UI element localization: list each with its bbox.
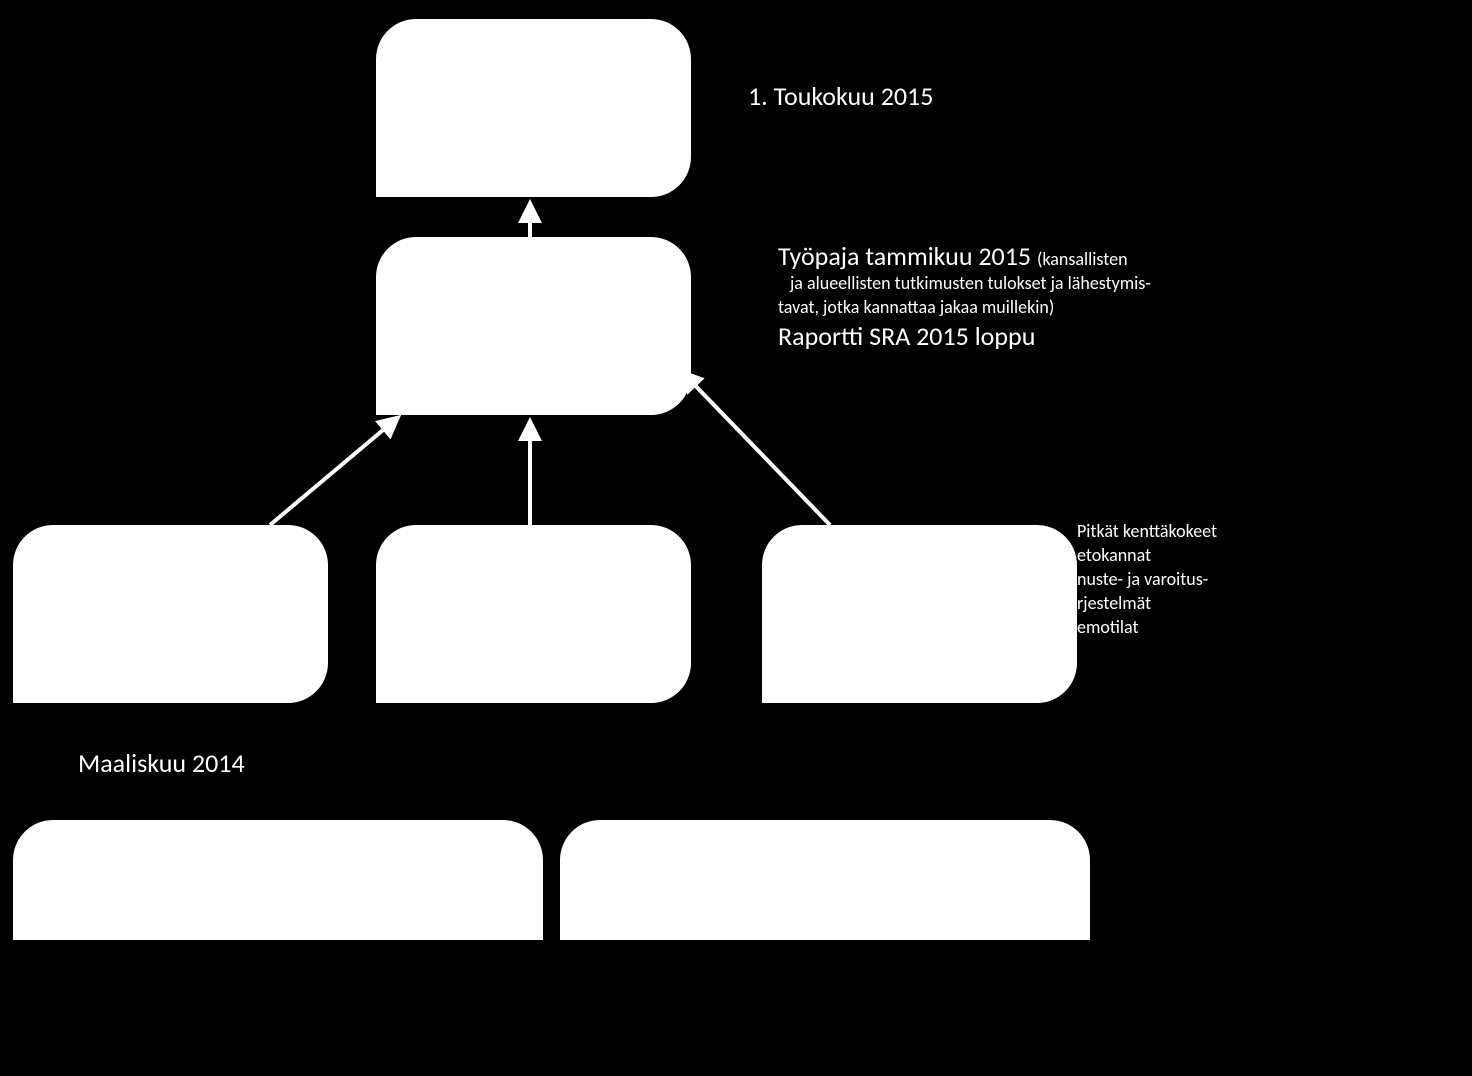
box-bottom-left [13,820,543,940]
label-mid-right-1: Työpaja tammikuu 2015 (kansallisten [778,240,1128,272]
label-mid-right-2: ja alueellisten tutkimusten tulokset ja … [790,272,1151,294]
label-top-right: 1. Toukokuu 2015 [748,80,933,112]
side-list-3: nuste- ja varoitus- [1077,568,1208,590]
box-top [376,19,691,197]
box-bottom-right [560,820,1090,940]
side-list-4: rjestelmät [1077,592,1151,614]
arrow-left-to-mid [270,420,395,525]
box-row-center [376,525,691,703]
label-mid-right-4: Raportti SRA 2015 loppu [778,320,1035,352]
label-mid-right-3: tavat, jotka kannattaa jakaa muillekin) [778,296,1054,318]
side-list-5: emotilat [1077,616,1138,638]
box-row-left [13,525,328,703]
arrow-right-to-mid [685,375,830,525]
label-bottom-left: Maaliskuu 2014 [78,747,245,779]
label-mid-right-1-paren: (kansallisten [1037,248,1128,270]
side-list-1: Pitkät kenttäkokeet [1077,520,1217,542]
box-middle [376,237,691,415]
label-mid-right-1-main: Työpaja tammikuu 2015 [778,240,1037,272]
box-row-right [762,525,1077,703]
side-list-2: etokannat [1077,544,1151,566]
